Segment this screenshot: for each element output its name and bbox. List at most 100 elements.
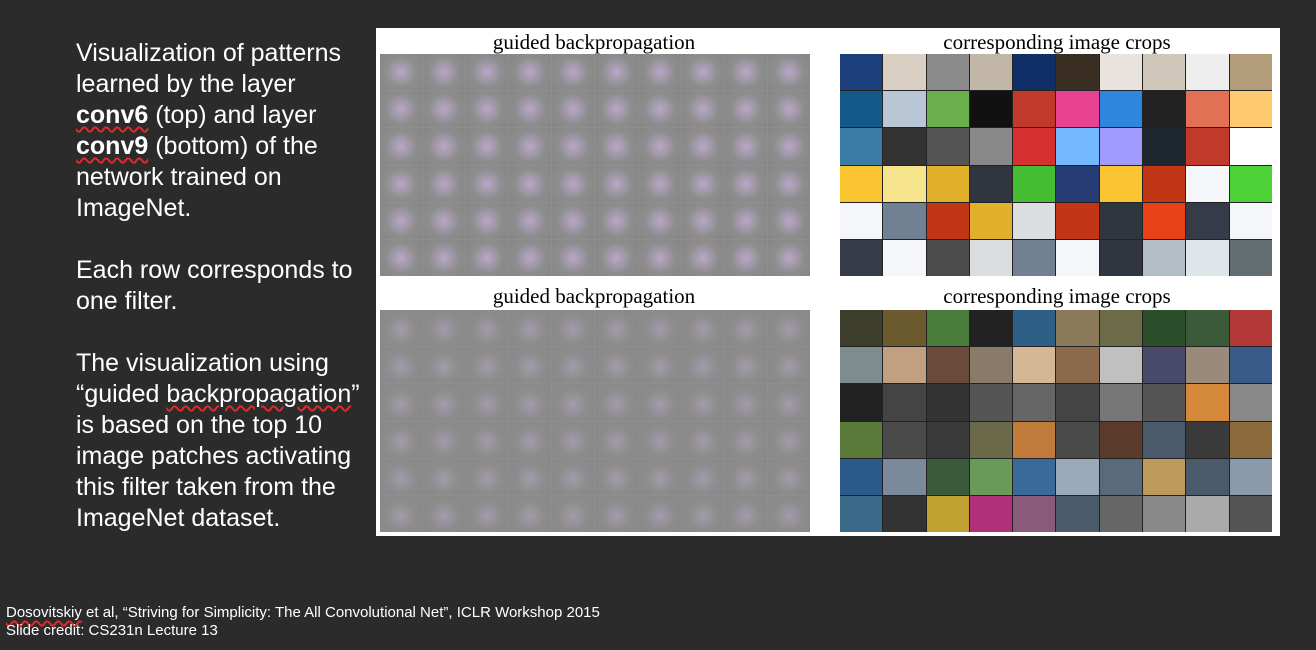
image-crop (1143, 128, 1186, 165)
image-crop (1229, 202, 1272, 239)
guided-backprop-patch (595, 495, 638, 532)
guided-backprop-patch (509, 239, 552, 276)
image-crop (1099, 91, 1143, 128)
guided-backprop-patch (552, 458, 595, 495)
guided-backprop-patch (681, 239, 724, 276)
guided-backprop-patch (466, 458, 509, 495)
image-crop (1229, 239, 1272, 276)
image-crop (969, 202, 1013, 239)
image-crop (840, 128, 883, 165)
image-crop (1143, 239, 1186, 276)
guided-backprop-patch (380, 421, 423, 458)
image-crop (1099, 347, 1143, 384)
guided-backprop-grid-conv6 (380, 54, 810, 276)
guided-backprop-patch (423, 421, 466, 458)
image-crop (1229, 495, 1272, 532)
guided-backprop-patch (767, 310, 810, 347)
image-crop (1229, 128, 1272, 165)
top-right-title: corresponding image crops (943, 30, 1171, 54)
guided-backprop-patch (681, 165, 724, 202)
guided-backprop-patch (724, 202, 767, 239)
image-crop (1143, 310, 1186, 347)
guided-backprop-patch (466, 202, 509, 239)
image-crop (883, 310, 926, 347)
image-crop (840, 421, 883, 458)
image-crop (840, 458, 883, 495)
image-crop (1099, 384, 1143, 421)
image-crop (1099, 54, 1143, 91)
guided-backprop-patch (552, 202, 595, 239)
guided-backprop-patch (552, 347, 595, 384)
image-crop (1056, 347, 1099, 384)
image-crop (1186, 458, 1229, 495)
guided-backprop-patch (724, 458, 767, 495)
guided-backprop-patch (423, 128, 466, 165)
guided-backprop-patch (595, 421, 638, 458)
guided-backprop-patch (509, 458, 552, 495)
image-crop (969, 165, 1013, 202)
guided-backprop-patch (380, 384, 423, 421)
image-crop (840, 384, 883, 421)
image-crop (969, 347, 1013, 384)
guided-backprop-patch (380, 165, 423, 202)
guided-backprop-patch (552, 54, 595, 91)
guided-backprop-patch (380, 128, 423, 165)
visualization-figure: guided backpropagation corresponding ima… (376, 28, 1280, 536)
image-crop (1013, 239, 1056, 276)
image-crop (840, 495, 883, 532)
guided-backprop-patch (466, 165, 509, 202)
guided-backprop-patch (509, 91, 552, 128)
image-crop (1099, 458, 1143, 495)
image-crop (1229, 347, 1272, 384)
image-crop (926, 495, 969, 532)
guided-backprop-patch (509, 54, 552, 91)
image-crop (1056, 202, 1099, 239)
image-crop (1186, 421, 1229, 458)
image-crop (883, 165, 926, 202)
image-crop (1099, 239, 1143, 276)
guided-backprop-patch (380, 458, 423, 495)
guided-backprop-patch (767, 239, 810, 276)
guided-backprop-patch (724, 421, 767, 458)
guided-backprop-patch (595, 202, 638, 239)
guided-backprop-patch (595, 310, 638, 347)
image-crop (1056, 421, 1099, 458)
guided-backprop-patch (681, 495, 724, 532)
image-crop (1056, 458, 1099, 495)
image-crop (1186, 495, 1229, 532)
guided-backprop-patch (423, 347, 466, 384)
image-crop (1229, 458, 1272, 495)
image-crop (1056, 54, 1099, 91)
image-crop (1143, 202, 1186, 239)
filter-row-note: Each row corresponds to one filter. (76, 256, 353, 315)
image-crop (1229, 421, 1272, 458)
guided-backprop-patch (724, 128, 767, 165)
image-crop (969, 310, 1013, 347)
guided-backprop-patch (638, 128, 681, 165)
guided-backprop-patch (552, 91, 595, 128)
image-crop (840, 310, 883, 347)
guided-backprop-patch (466, 384, 509, 421)
guided-backprop-patch (552, 384, 595, 421)
image-crop (1229, 91, 1272, 128)
guided-backprop-patch (380, 495, 423, 532)
guided-backprop-patch (681, 347, 724, 384)
guided-backprop-patch (423, 458, 466, 495)
guided-backprop-patch (466, 347, 509, 384)
image-crop (883, 495, 926, 532)
guided-backprop-grid-conv9 (380, 310, 810, 532)
guided-backprop-patch (552, 495, 595, 532)
image-crop (1013, 421, 1056, 458)
image-crop (840, 165, 883, 202)
image-crop (840, 347, 883, 384)
image-crop (883, 239, 926, 276)
image-crop (1013, 128, 1056, 165)
citation-text: et al, “Striving for Simplicity: The All… (81, 604, 600, 621)
guided-backprop-patch (767, 165, 810, 202)
guided-backprop-patch (509, 165, 552, 202)
guided-backprop-patch (423, 384, 466, 421)
image-crop (1143, 458, 1186, 495)
guided-backprop-patch (681, 202, 724, 239)
image-crop (1056, 91, 1099, 128)
guided-backprop-patch (681, 384, 724, 421)
